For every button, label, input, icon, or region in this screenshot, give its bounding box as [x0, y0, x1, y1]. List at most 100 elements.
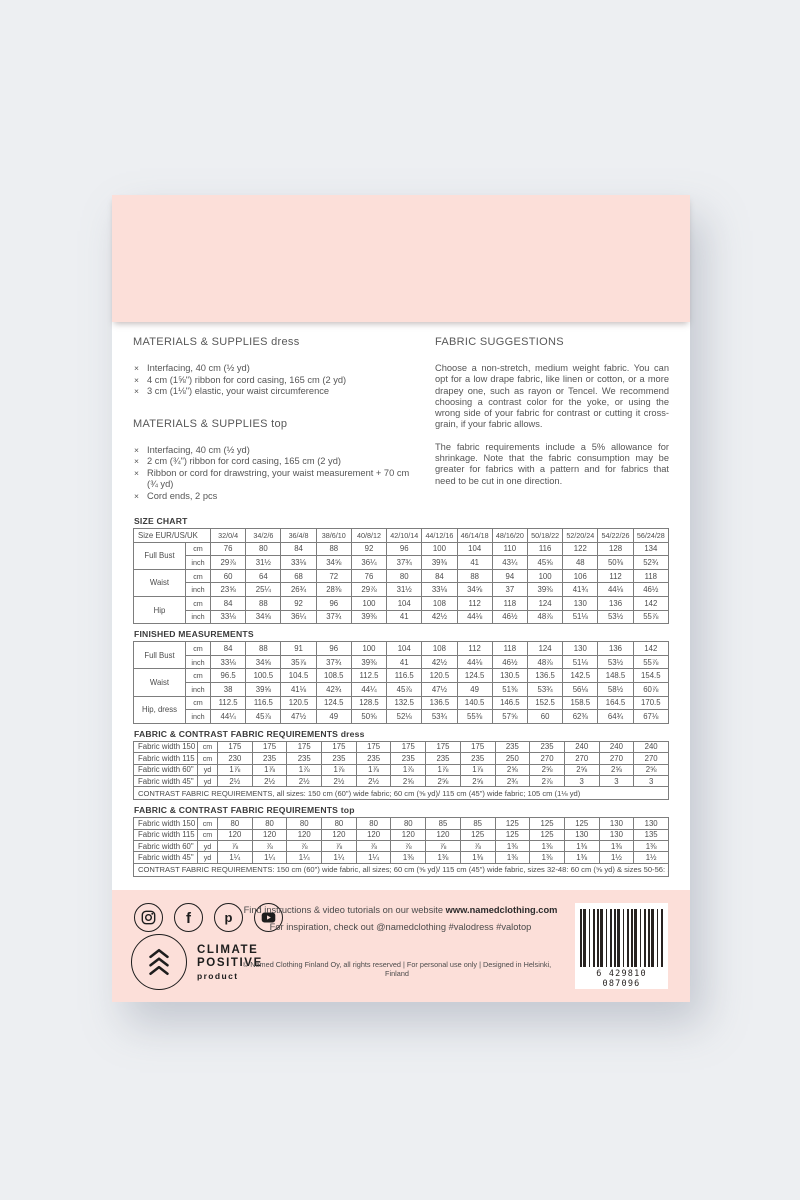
materials-item-text: Interfacing, 40 cm (½ yd): [147, 444, 250, 455]
table-cell: 76: [210, 541, 247, 557]
table-cell: 2⅝: [529, 763, 565, 776]
table-cell: 175: [217, 740, 253, 754]
table-cell: 23⅝: [210, 582, 247, 597]
table-cell: 51⅜: [491, 681, 528, 697]
table-cell: 25¼: [245, 582, 282, 597]
table-cell: 124.5: [315, 695, 352, 711]
table-cell: 60⅞: [632, 681, 670, 697]
table-cell: cm: [185, 641, 211, 656]
table-cell: 50/18/22: [526, 528, 564, 543]
table-cell: Fabric width 150: [133, 740, 198, 754]
table-row: inch 33⅛ 34⅝ 36¼ 37¾ 39⅜ 41 42½ 44⅛ 46½ 48⅞ 51⅛ 53½ 5…: [134, 609, 670, 625]
measurement-table: Fabric width 150 cm 175 175 175 175 175 175 175 1…: [133, 740, 669, 801]
table-cell: cm: [197, 752, 218, 765]
table-cell: Full Bust: [133, 641, 186, 670]
table-cell: 140.5: [456, 695, 493, 711]
table-row: Waist cm 96.5 100.5 104.5 108.5 112.5 116.5 120.…: [133, 668, 670, 697]
table-row: Fabric width 60" yd 1⅞ 1⅞ 1⅞ 1⅞ 1⅞ 1⅞ 1⅞ 1⅞ 2⅝ 2⅝ 2⅝…: [133, 763, 669, 776]
materials-item-text: 2 cm (¾") ribbon for cord casing, 165 cm…: [147, 456, 341, 466]
table-cell: 1⅜: [494, 840, 531, 853]
materials-item-text: Interfacing, 40 cm (½ yd): [147, 363, 250, 373]
table-cell: 31½: [386, 582, 423, 597]
table-cell: 56/24/28: [632, 528, 670, 543]
table-cell: 130: [562, 595, 599, 611]
table-cell: 2⅞: [529, 774, 565, 788]
table-cell: 235: [321, 752, 357, 765]
fabric-requirements-top-title: FABRIC & CONTRAST FABRIC REQUIREMENTS to…: [134, 805, 355, 816]
table-cell: 136.5: [526, 668, 564, 683]
fabric-requirements-top-table: Fabric width 150 cm 80 80 80 80 80 80 85 85 125 125…: [133, 817, 669, 877]
table-cell: cm: [197, 740, 218, 754]
barcode: 6 429810 087096: [575, 903, 668, 989]
table-cell: cm: [197, 817, 218, 830]
table-cell: 175: [286, 740, 323, 754]
table-cell: 39⅜: [526, 582, 564, 597]
table-cell: 42¾: [315, 681, 352, 697]
table-cell: 44¼: [350, 681, 388, 697]
table-row: inch 29⅞ 31½ 33⅛ 34⅝ 36¼ 37¾ 39⅜ 41 43¼ 45⅝ 48 50⅜ 52…: [134, 555, 670, 570]
table-cell: ⅞: [459, 840, 496, 853]
social-icons-row: f p: [134, 903, 283, 932]
table-cell: 50⅝: [350, 709, 388, 724]
table-cell: 42½: [421, 609, 458, 625]
table-cell: 33⅛: [280, 555, 317, 570]
table-cell: 120: [355, 828, 392, 842]
instruction-sheet: MATERIALS & SUPPLIES dress × Interfacing,…: [112, 322, 690, 890]
table-cell: 36¼: [280, 609, 317, 625]
table-cell: 106: [562, 568, 599, 584]
climate-positive-badge: CLIMATE POSITIVE product: [131, 934, 263, 990]
materials-item-text: Ribbon or cord for drawstring, your wais…: [147, 467, 410, 490]
table-cell: 34⅝: [456, 582, 493, 597]
size-chart-table: Size EUR/US/UK 32/0/4 34/2/6 36/4/8 38/6/10 4…: [132, 528, 670, 625]
table-cell: 96: [315, 641, 352, 656]
table-cell: 125: [494, 817, 531, 830]
table-cell: 29⅞: [210, 555, 247, 570]
table-cell: ⅞: [390, 840, 427, 853]
table-row: Hip cm 84 88 92 96 100 104 108 112 118 124 130 136 142: [133, 595, 670, 625]
table-cell: 116: [526, 541, 564, 557]
table-cell: 47½: [280, 709, 317, 724]
table-cell: 175: [251, 740, 288, 754]
table-cell: 1⅜: [563, 851, 600, 864]
table-cell: 1⅜: [459, 851, 496, 864]
table-cell: 91: [280, 641, 317, 656]
table-cell: 53¾: [526, 681, 564, 697]
table-cell: 100.5: [245, 668, 282, 683]
table-cell: 175: [459, 740, 496, 754]
fabric-requirements-dress-table: Fabric width 150 cm 175 175 175 175 175 175 175 1…: [133, 740, 669, 801]
table-cell: 80: [321, 817, 357, 830]
table-row: Fabric width 45" yd 2½ 2½ 2½ 2½ 2½ 2⅝ 2⅝ 2⅝ 2¾ 2⅞ 3 3…: [133, 774, 669, 788]
table-cell: 120.5: [421, 668, 458, 683]
table-cell: 80: [251, 817, 288, 830]
table-cell: 48/16/20: [491, 528, 528, 543]
table-cell: 124.5: [456, 668, 493, 683]
table-cell: 142: [632, 641, 670, 656]
materials-item: × 3 cm (1⅛") elastic, your waist circumfe…: [133, 386, 415, 398]
table-cell: 125: [529, 817, 565, 830]
table-cell: 2½: [321, 774, 357, 788]
table-cell: 1½: [598, 851, 635, 864]
barcode-bars: [580, 909, 663, 967]
table-cell: ⅞: [425, 840, 461, 853]
table-cell: 26¾: [280, 582, 317, 597]
table-cell: 130: [563, 828, 600, 842]
materials-item-text: 3 cm (1⅛") elastic, your waist circumfer…: [147, 386, 330, 396]
table-cell: 45⅞: [245, 709, 282, 724]
table-cell: Size EUR/US/UK: [132, 528, 212, 543]
table-cell: 116.5: [386, 668, 423, 683]
pattern-envelope-back: MATERIALS & SUPPLIES dress × Interfacing,…: [112, 195, 690, 1002]
footer-line1: Find instructions & video tutorials on o…: [228, 905, 573, 915]
table-cell: 60: [526, 709, 564, 724]
table-cell: 175: [321, 740, 357, 754]
materials-column: MATERIALS & SUPPLIES dress × Interfacing,…: [133, 336, 415, 502]
table-cell: 1⅜: [529, 851, 565, 864]
table-cell: 130: [598, 828, 635, 842]
fabric-requirements-dress-title: FABRIC & CONTRAST FABRIC REQUIREMENTS dr…: [134, 728, 365, 739]
table-note-row: CONTRAST FABRIC REQUIREMENTS, all sizes:…: [133, 786, 669, 801]
facebook-icon: f: [174, 903, 203, 932]
table-cell: 152.5: [526, 695, 564, 711]
table-cell: 96: [386, 541, 423, 557]
table-cell: 44⅛: [456, 609, 493, 625]
table-cell: 1¼: [286, 851, 323, 864]
table-cell: 53½: [597, 609, 634, 625]
